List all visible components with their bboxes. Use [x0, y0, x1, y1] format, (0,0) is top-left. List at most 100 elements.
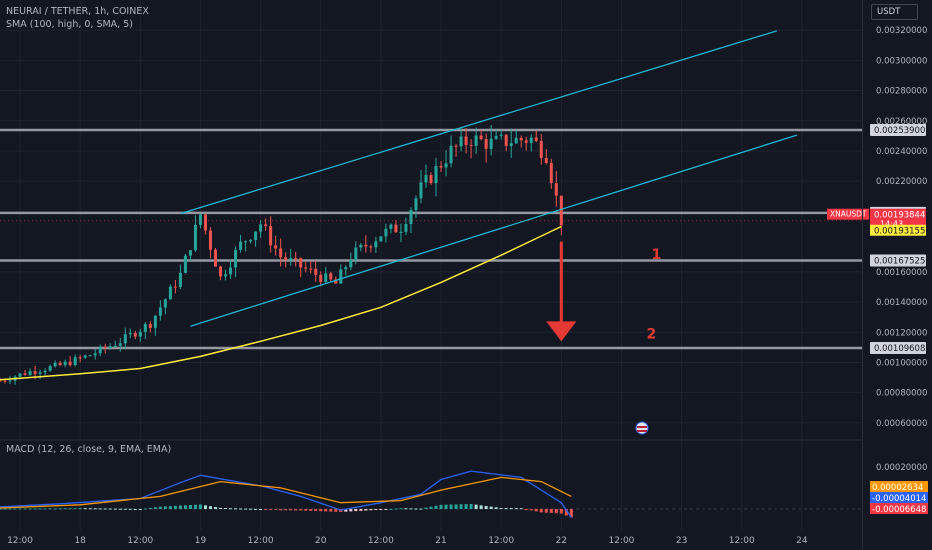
candle [148, 321, 152, 333]
candle-body [439, 165, 443, 168]
candle-body [158, 307, 162, 316]
candle-body [339, 269, 343, 284]
candle [554, 170, 558, 207]
candle [244, 240, 248, 252]
macd-histogram-bar [88, 508, 92, 510]
channel-trendline [180, 30, 777, 215]
macd-histogram-bar [559, 509, 563, 514]
x-tick-label: 21 [435, 536, 446, 546]
economic-event-icon [635, 421, 649, 435]
macd-histogram-bar [148, 507, 152, 510]
candle-body [369, 246, 373, 248]
candle [153, 315, 157, 336]
candle [224, 269, 228, 281]
macd-histogram-bar [509, 508, 513, 510]
macd-histogram-bar [494, 507, 498, 510]
macd-histogram-bar [404, 508, 408, 510]
candle [188, 250, 192, 262]
candle [229, 259, 233, 279]
candle-body [259, 224, 263, 232]
down-arrow-head [546, 321, 577, 342]
macd-histogram-bar [284, 509, 288, 511]
macd-histogram-bar [529, 509, 533, 511]
candle-body [249, 239, 253, 242]
macd-histogram-bar [274, 509, 278, 511]
macd-histogram-bar [294, 509, 298, 511]
candle-body [404, 224, 408, 232]
candle [173, 280, 177, 294]
candle [404, 217, 408, 236]
candle [43, 368, 47, 376]
y-tick-label: 0.00240000 [876, 147, 927, 157]
macd-histogram-bar [38, 508, 42, 510]
macd-histogram-bar [183, 505, 187, 510]
candle [389, 223, 393, 234]
candle [53, 360, 57, 368]
candle [434, 157, 438, 197]
candle [168, 284, 172, 300]
candle [219, 265, 223, 281]
candle-body [474, 135, 478, 146]
candle-body [88, 355, 92, 357]
macd-histogram-bar [3, 508, 7, 510]
candle-body [183, 255, 187, 273]
candle-body [469, 144, 473, 146]
macd-histogram-bar [484, 505, 488, 510]
y-tick-label: 0.00260000 [876, 117, 927, 127]
candle-body [23, 373, 27, 375]
candle-body [434, 165, 438, 184]
candle-countdown-label: 14:43 [880, 220, 903, 229]
macd-histogram-bar [514, 508, 518, 510]
sma-indicator-label[interactable]: SMA (100, high, 0, SMA, 5) [6, 19, 133, 30]
last-price-badge [870, 208, 926, 229]
candle-body [299, 258, 303, 268]
candle [484, 133, 488, 163]
candle-body [409, 209, 413, 225]
candle-body [464, 136, 468, 145]
x-tick-label: 19 [195, 536, 207, 546]
candle [259, 219, 263, 238]
x-tick-label: 18 [74, 536, 86, 546]
macd-y-tick-label: 0.00020000 [876, 463, 927, 473]
candle-body [324, 273, 328, 282]
macd-value-label: -0.00006648 [872, 505, 926, 515]
y-tick-label: 0.00320000 [876, 26, 927, 36]
candle-body [113, 345, 117, 347]
y-tick-label: 0.00300000 [876, 56, 927, 66]
macd-histogram-bar [178, 505, 182, 510]
y-tick-label: 0.00160000 [876, 268, 927, 278]
candle [38, 369, 42, 380]
candle-body [549, 162, 553, 184]
macd-histogram-bar [399, 508, 403, 510]
candle [0, 377, 2, 382]
macd-histogram-bar [153, 507, 157, 510]
y-tick-label: 0.00100000 [876, 358, 927, 368]
candle-body [459, 136, 463, 147]
target-annotation: 2 [647, 326, 657, 342]
candle [429, 172, 433, 185]
candle-body [329, 273, 333, 280]
candle-body [544, 158, 548, 163]
candle-body [203, 214, 207, 231]
candle [354, 241, 358, 265]
macd-histogram-bar [304, 509, 308, 511]
macd-signal-line [0, 476, 572, 509]
candle [118, 338, 122, 352]
macd-value-badge [870, 503, 928, 514]
candle [213, 248, 218, 267]
macd-histogram-bar [173, 505, 177, 510]
macd-histogram-bar [203, 505, 207, 510]
candle-body [208, 230, 212, 250]
macd-histogram-bar [469, 503, 473, 510]
x-tick-label: 12:00 [608, 536, 634, 546]
macd-histogram-bar [234, 508, 238, 510]
currency-selector[interactable]: USDT [871, 4, 918, 20]
candle [319, 271, 323, 287]
candle-body [284, 257, 288, 261]
candle [178, 264, 182, 290]
candle-body [123, 334, 127, 344]
macd-indicator-label[interactable]: MACD (12, 26, close, 9, EMA, EMA) [6, 444, 172, 455]
candle [459, 127, 463, 152]
candle-body [559, 195, 563, 226]
